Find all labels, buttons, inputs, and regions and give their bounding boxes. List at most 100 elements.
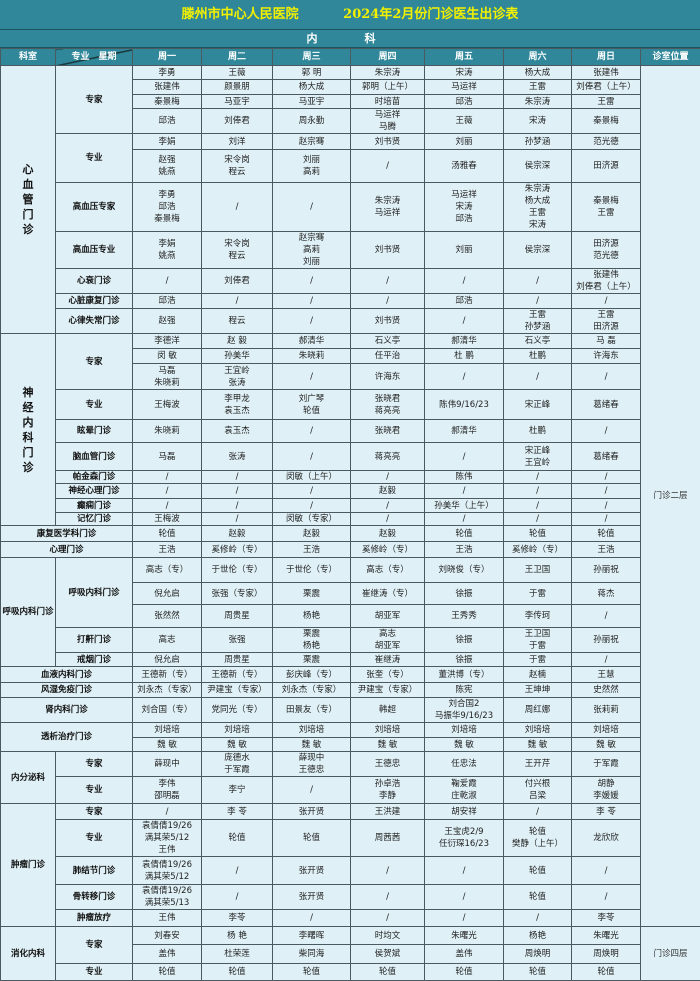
doctor-cell: 李甲龙 袁玉杰 [202, 390, 273, 420]
doctor-cell: 周永勤 [273, 109, 351, 134]
doctor-cell: 轮值 [273, 820, 351, 857]
department-label: 消化内科 [1, 927, 56, 981]
doctor-cell: 轮值 [572, 964, 641, 981]
doctor-cell: 轮值 [351, 964, 425, 981]
department-label: 肾内科门诊 [1, 698, 133, 723]
doctor-cell: 邱浩 [133, 109, 202, 134]
doctor-cell: 李苓 [572, 910, 641, 927]
doctor-cell: / [425, 910, 504, 927]
doctor-cell: / [273, 294, 351, 309]
doctor-cell: / [504, 484, 572, 499]
page-title: 滕州市中心人民医院 2024年2月份门诊医生出诊表 [0, 0, 700, 30]
doctor-cell: / [572, 484, 641, 499]
doctor-cell: 轮值 [425, 526, 504, 542]
specialty-label: 打鼾门诊 [56, 628, 133, 653]
doctor-cell: / [425, 443, 504, 471]
doctor-cell: 薛现中 王德忠 [273, 752, 351, 777]
doctor-cell: 程云 [202, 309, 273, 334]
doctor-cell: 薛现中 [133, 752, 202, 777]
schedule-row: 透析治疗门诊刘培培刘培培刘培培刘培培刘培培刘培培刘培培 [1, 723, 700, 738]
doctor-cell: / [425, 513, 504, 526]
doctor-cell: 周贵星 [202, 605, 273, 628]
doctor-cell: 于雷 [504, 583, 572, 605]
doctor-cell: / [202, 471, 273, 484]
header-specialty-weekday: 专业 星期 [56, 49, 133, 66]
doctor-cell: 彭庆峰（专） [273, 667, 351, 683]
specialty-label: 记忆门诊 [56, 513, 133, 526]
doctor-cell: 周焕明 [572, 945, 641, 964]
doctor-cell: 王梅波 [133, 390, 202, 420]
doctor-cell: 王浩 [425, 542, 504, 558]
doctor-cell: 蒋亮亮 [351, 443, 425, 471]
specialty-label: 戒烟门诊 [56, 653, 133, 667]
doctor-cell: 侯宗深 [504, 150, 572, 183]
doctor-cell: / [202, 294, 273, 309]
doctor-cell: 董洪博（专） [425, 667, 504, 683]
doctor-cell: / [273, 364, 351, 390]
doctor-cell: 张强（专家） [202, 583, 273, 605]
department-label: 神 经 内 科 门 诊 [1, 334, 56, 526]
doctor-cell: / [273, 499, 351, 513]
schedule-row: 肿瘤门诊专家/李 苓张开贤王洪建胡安祥/李 苓 [1, 804, 700, 820]
header-day: 周一 [133, 49, 202, 66]
doctor-cell: 柴同海 [273, 945, 351, 964]
doctor-cell: 李宁 [202, 777, 273, 804]
department-label: 心 血 管 门 诊 [1, 66, 56, 334]
doctor-cell: / [351, 499, 425, 513]
doctor-cell: 陈宪 [425, 683, 504, 698]
doctor-cell: 轮值 [504, 857, 572, 885]
specialty-label: 专业 [56, 964, 133, 981]
doctor-cell: 王洪建 [351, 804, 425, 820]
doctor-cell: / [572, 653, 641, 667]
schedule-row: 专业轮值轮值轮值轮值轮值轮值轮值 [1, 964, 700, 981]
doctor-cell: 石义亭 [504, 334, 572, 349]
doctor-cell: / [202, 484, 273, 499]
doctor-cell: 王德忠 [351, 752, 425, 777]
doctor-cell: 周焕明 [504, 945, 572, 964]
schedule-row: 打鼾门诊高志张强栗震 杨艳高志 胡亚军徐振王卫国 于雷孙丽祝 [1, 628, 700, 653]
doctor-cell: / [425, 269, 504, 294]
doctor-cell: 郭明（上午） [351, 80, 425, 95]
doctor-cell: 魏 敏 [425, 738, 504, 752]
doctor-cell: 陈伟 [425, 471, 504, 484]
doctor-cell: / [504, 513, 572, 526]
doctor-cell: 王雷 田济源 [572, 309, 641, 334]
doctor-cell: 张建伟 [133, 80, 202, 95]
header-day: 周日 [572, 49, 641, 66]
header-day: 周五 [425, 49, 504, 66]
schedule-table: 科室 专业 星期 周一 周二 周三 周四 周五 周六 周日 诊室位置 心 血 管… [0, 48, 700, 981]
doctor-cell: 高志 胡亚军 [351, 628, 425, 653]
schedule-title: 2024年2月份门诊医生出诊表 [343, 7, 518, 22]
doctor-cell: / [351, 910, 425, 927]
doctor-cell: 杨 艳 [202, 927, 273, 945]
doctor-cell: 轮值 [504, 885, 572, 910]
department-label: 风湿免疫门诊 [1, 683, 133, 698]
doctor-cell: 于军霞 [572, 752, 641, 777]
doctor-cell: / [572, 857, 641, 885]
department-label: 内分泌科 [1, 752, 56, 804]
doctor-cell: / [504, 269, 572, 294]
doctor-cell: 孙梦涵 [504, 134, 572, 150]
doctor-cell: 宋涛 [425, 66, 504, 80]
doctor-cell: 朱宗涛 [504, 95, 572, 109]
doctor-cell: 王慧 [572, 667, 641, 683]
schedule-row: 高血压专家李勇 邱浩 秦景梅//朱宗涛 马运祥马运祥 宋涛 邱浩朱宗涛 杨大成 … [1, 183, 700, 232]
doctor-cell: 田济源 范光德 [572, 232, 641, 269]
doctor-cell: 轮值 [133, 964, 202, 981]
doctor-cell: 周红娜 [504, 698, 572, 723]
department-label: 透析治疗门诊 [1, 723, 133, 752]
schedule-row: 内分泌科专家薛现中庞德水 于军霞薛现中 王德忠王德忠任忠法王开芹于军霞 [1, 752, 700, 777]
doctor-cell: / [133, 269, 202, 294]
schedule-row: 心律失常门诊赵强程云/刘书贤/王雷 孙梦涵王雷 田济源 [1, 309, 700, 334]
doctor-cell: 葛绪春 [572, 443, 641, 471]
specialty-label: 心脏康复门诊 [56, 294, 133, 309]
doctor-cell: 葛绪春 [572, 390, 641, 420]
header-day: 周四 [351, 49, 425, 66]
doctor-cell: 张晓君 蒋亮亮 [351, 390, 425, 420]
doctor-cell: 宋令岗 程云 [202, 150, 273, 183]
doctor-cell: / [504, 364, 572, 390]
header-day: 周二 [202, 49, 273, 66]
doctor-cell: / [133, 804, 202, 820]
doctor-cell: 胡静 李媛媛 [572, 777, 641, 804]
doctor-cell: 邱浩 [425, 95, 504, 109]
